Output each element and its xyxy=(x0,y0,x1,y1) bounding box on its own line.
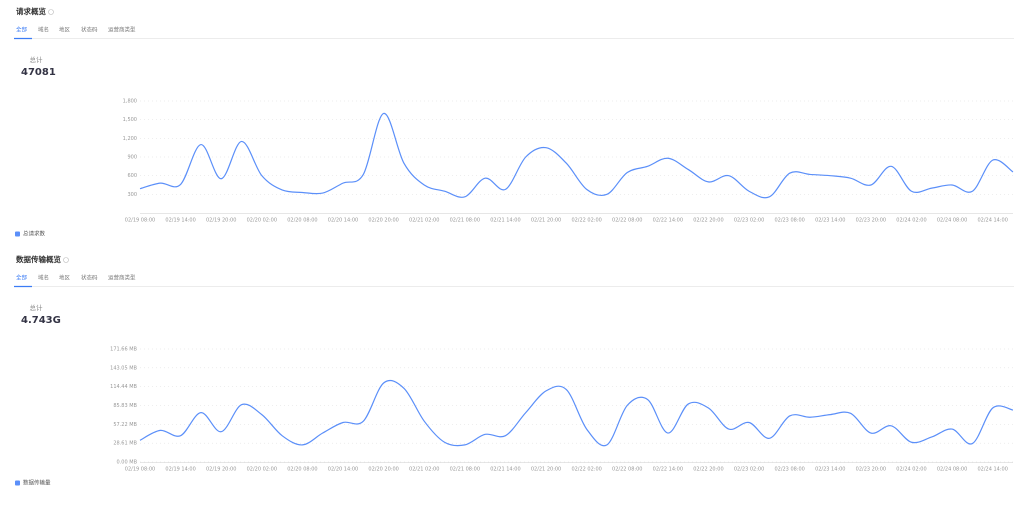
y-tick-label: 600 xyxy=(127,173,137,179)
x-tick-label: 02/23 02:00 xyxy=(734,218,764,224)
x-tick-label: 02/22 02:00 xyxy=(571,467,601,473)
y-tick-label: 57.22 MB xyxy=(113,422,137,428)
y-tick-label: 85.83 MB xyxy=(113,403,137,409)
tab[interactable]: 运营商类型 xyxy=(108,274,136,282)
x-tick-label: 02/20 20:00 xyxy=(368,467,398,473)
total-value: 47081 xyxy=(21,67,56,78)
x-tick-label: 02/22 02:00 xyxy=(571,218,601,224)
x-tick-label: 02/19 08:00 xyxy=(125,218,155,224)
x-tick-label: 02/21 08:00 xyxy=(450,467,480,473)
y-tick-label: 28.61 MB xyxy=(113,441,137,447)
x-tick-label: 02/22 14:00 xyxy=(653,467,683,473)
x-tick-label: 02/22 08:00 xyxy=(612,218,642,224)
x-tick-label: 02/22 14:00 xyxy=(653,218,683,224)
tab[interactable]: 域名 xyxy=(38,274,49,282)
x-tick-label: 02/24 08:00 xyxy=(937,218,967,224)
x-tick-label: 02/20 14:00 xyxy=(328,218,358,224)
x-tick-label: 02/20 02:00 xyxy=(247,467,277,473)
y-tick-label: 1,500 xyxy=(123,117,137,123)
y-tick-label: 171.66 MB xyxy=(110,347,137,353)
tab[interactable]: 地区 xyxy=(59,26,71,34)
y-tick-label: 1,800 xyxy=(123,99,137,105)
total-label: 总计 xyxy=(30,55,44,64)
y-tick-label: 1,200 xyxy=(123,136,137,142)
x-tick-label: 02/23 20:00 xyxy=(856,467,886,473)
x-tick-label: 02/19 20:00 xyxy=(206,218,236,224)
series-line xyxy=(139,379,1014,447)
tab[interactable]: 域名 xyxy=(38,26,49,34)
section-title: 数据传输概览 xyxy=(16,254,61,264)
tab[interactable]: 运营商类型 xyxy=(108,26,136,34)
tab[interactable]: 全部 xyxy=(16,274,28,282)
legend-label[interactable]: 总请求数 xyxy=(23,230,46,238)
x-tick-label: 02/20 08:00 xyxy=(287,218,317,224)
x-tick-label: 02/19 20:00 xyxy=(206,467,236,473)
x-tick-label: 02/24 02:00 xyxy=(896,218,926,224)
x-tick-label: 02/20 02:00 xyxy=(247,218,277,224)
y-tick-label: 114.44 MB xyxy=(110,384,137,390)
x-tick-label: 02/22 08:00 xyxy=(612,467,642,473)
tab[interactable]: 状态码 xyxy=(81,274,98,282)
x-tick-label: 02/19 14:00 xyxy=(165,218,195,224)
legend-swatch[interactable] xyxy=(15,480,20,486)
x-tick-label: 02/22 20:00 xyxy=(693,218,723,224)
x-tick-label: 02/19 14:00 xyxy=(165,467,195,473)
x-tick-label: 02/24 14:00 xyxy=(977,467,1007,473)
x-tick-label: 02/21 14:00 xyxy=(490,218,520,224)
tab[interactable]: 状态码 xyxy=(81,26,98,34)
x-tick-label: 02/23 14:00 xyxy=(815,218,845,224)
x-tick-label: 02/23 14:00 xyxy=(815,467,845,473)
x-tick-label: 02/19 08:00 xyxy=(125,467,155,473)
x-tick-label: 02/24 14:00 xyxy=(977,218,1007,224)
x-tick-label: 02/21 14:00 xyxy=(490,467,520,473)
y-tick-label: 900 xyxy=(127,155,137,161)
x-tick-label: 02/21 02:00 xyxy=(409,218,439,224)
legend-swatch[interactable] xyxy=(15,231,20,237)
legend-label[interactable]: 数据传输量 xyxy=(23,479,51,487)
tab[interactable]: 全部 xyxy=(16,26,28,34)
x-tick-label: 02/20 20:00 xyxy=(368,218,398,224)
x-tick-label: 02/22 20:00 xyxy=(693,467,723,473)
info-icon xyxy=(48,9,54,15)
info-icon xyxy=(63,257,69,263)
x-tick-label: 02/21 20:00 xyxy=(531,218,561,224)
x-tick-label: 02/23 20:00 xyxy=(856,218,886,224)
tab[interactable]: 地区 xyxy=(59,274,71,282)
x-tick-label: 02/24 02:00 xyxy=(896,467,926,473)
x-tick-label: 02/20 14:00 xyxy=(328,467,358,473)
x-tick-label: 02/20 08:00 xyxy=(287,467,317,473)
x-tick-label: 02/21 08:00 xyxy=(450,218,480,224)
total-label: 总计 xyxy=(30,303,44,312)
y-tick-label: 0.00 MB xyxy=(117,460,138,466)
x-tick-label: 02/21 20:00 xyxy=(531,467,561,473)
y-tick-label: 300 xyxy=(127,192,137,198)
y-tick-label: 143.05 MB xyxy=(110,365,137,371)
x-tick-label: 02/23 08:00 xyxy=(774,467,804,473)
x-tick-label: 02/24 08:00 xyxy=(937,467,967,473)
x-tick-label: 02/21 02:00 xyxy=(409,467,439,473)
series-line xyxy=(139,112,1014,199)
x-tick-label: 02/23 08:00 xyxy=(774,218,804,224)
x-tick-label: 02/23 02:00 xyxy=(734,467,764,473)
section-title: 请求概览 xyxy=(16,6,46,16)
total-value: 4.743G xyxy=(21,315,61,326)
